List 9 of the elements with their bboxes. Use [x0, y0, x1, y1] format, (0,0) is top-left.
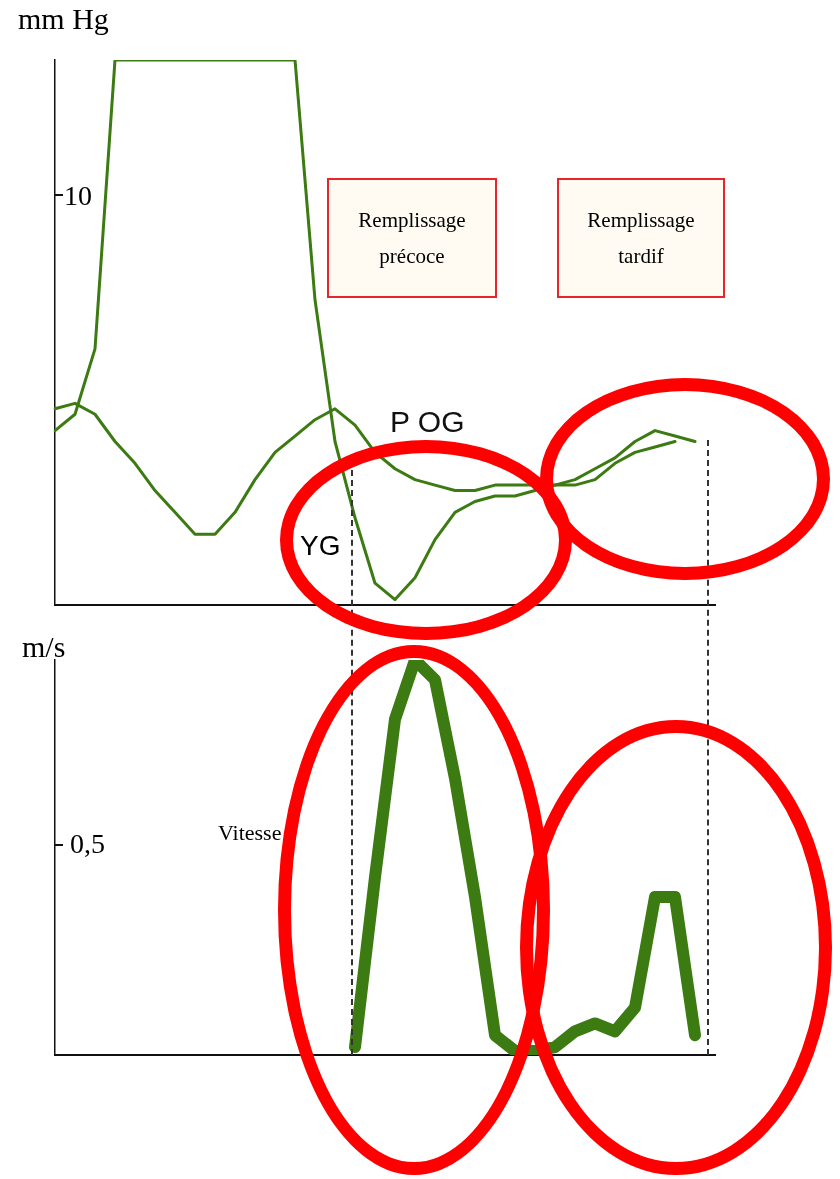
- text-box: Remplissage tardif: [557, 178, 725, 298]
- y-axis-title: mm Hg: [18, 2, 109, 36]
- y-axis-title: m/s: [22, 630, 66, 664]
- series-label: P OG: [390, 405, 465, 439]
- annotation: 0,5: [70, 828, 105, 860]
- annotation: 10: [64, 180, 92, 212]
- annotation: Vitesse: [218, 820, 282, 846]
- text-box: Remplissage précoce: [327, 178, 497, 298]
- annotation: YG: [300, 530, 341, 562]
